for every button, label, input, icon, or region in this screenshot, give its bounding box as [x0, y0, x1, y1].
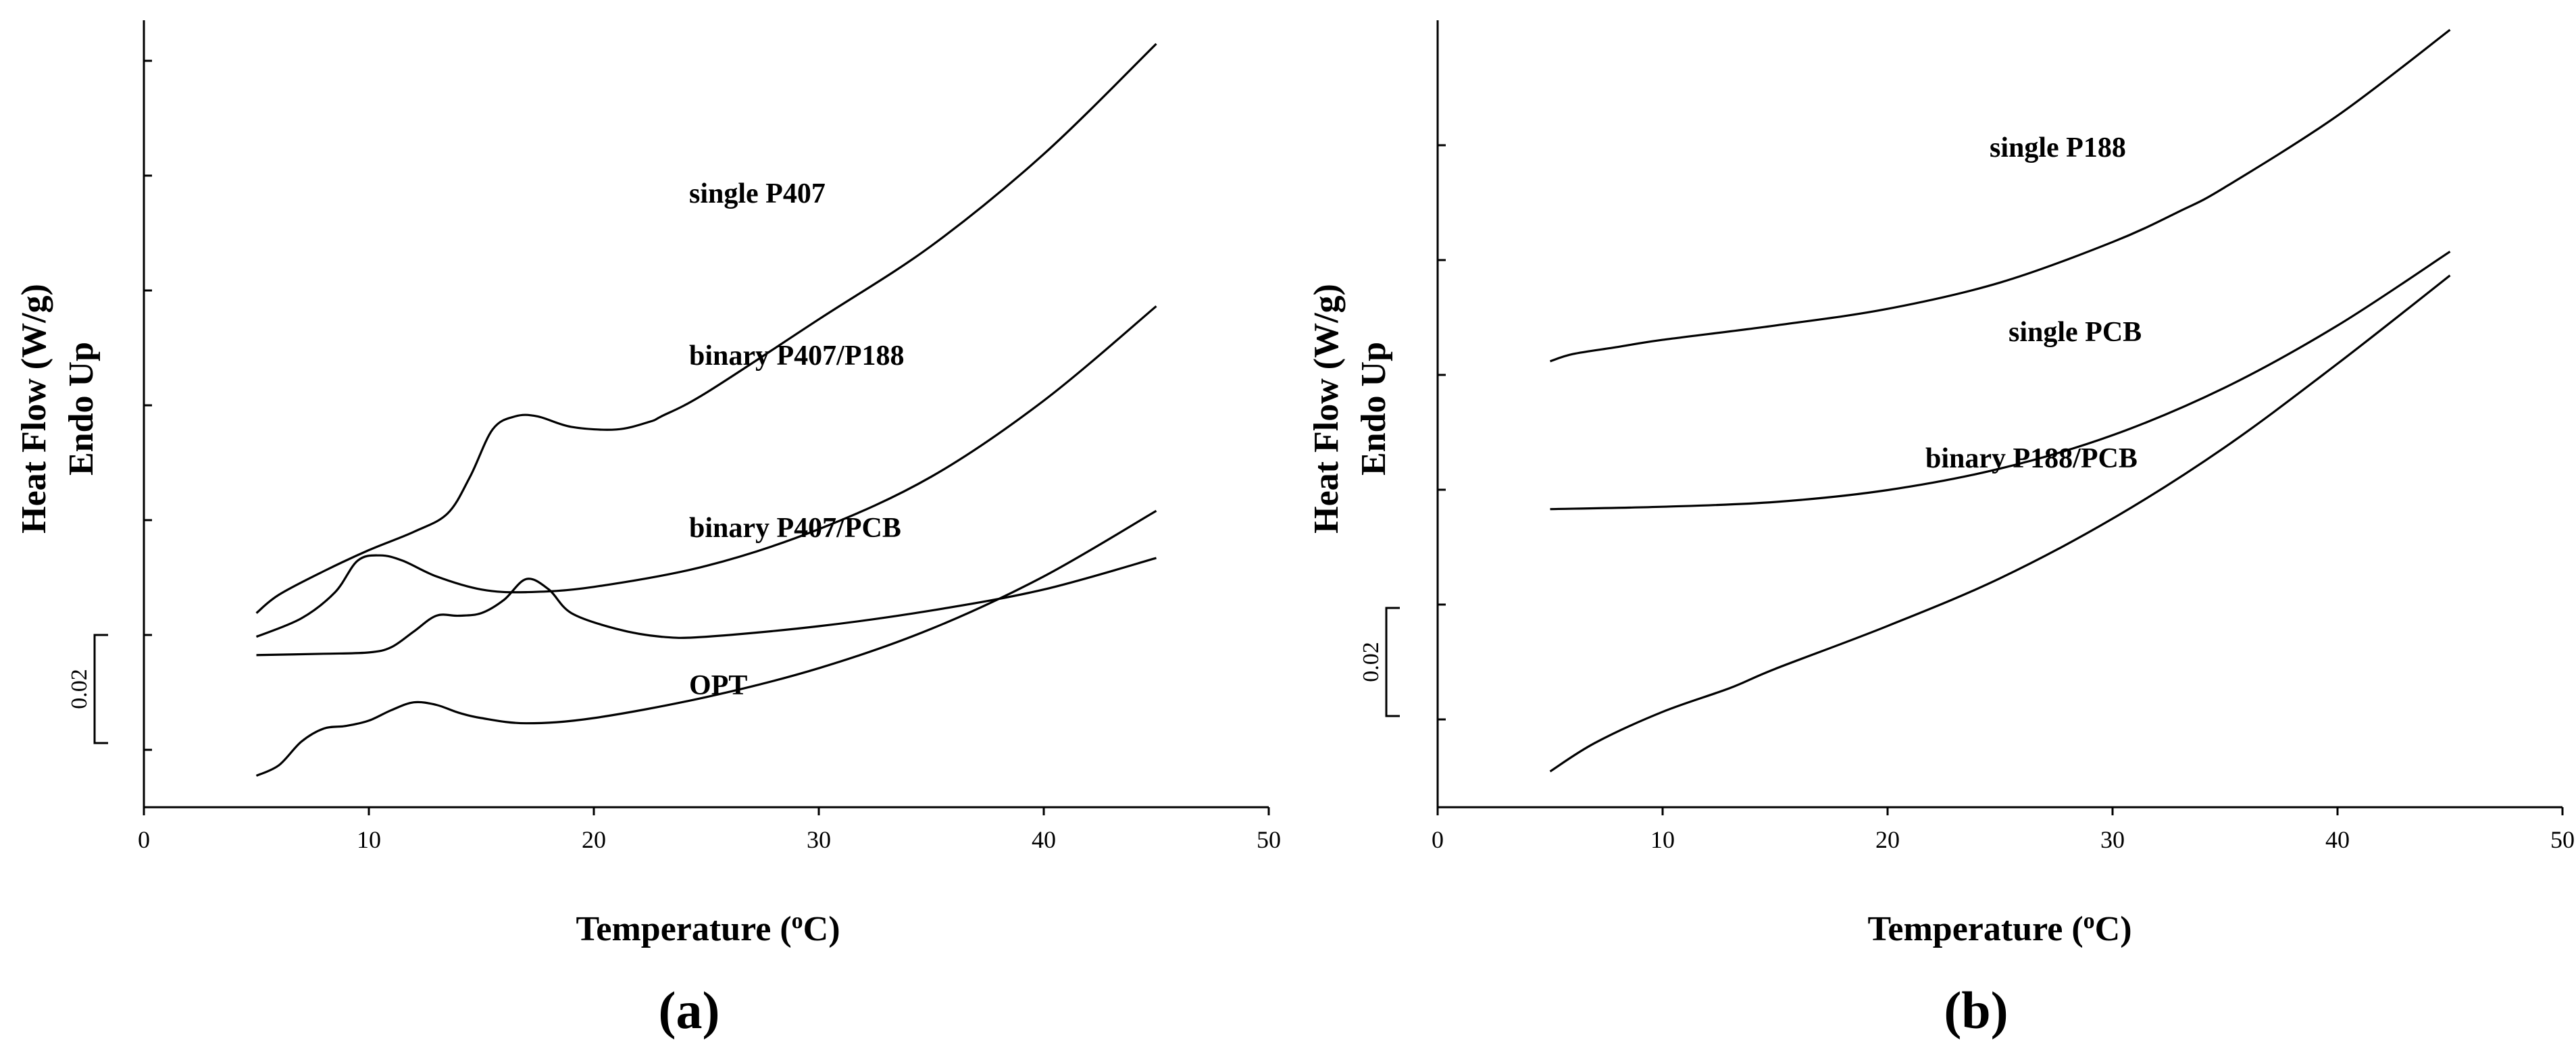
x-tick-label: 50 [2550, 826, 2575, 853]
panel-b-axes [1436, 20, 2562, 809]
panel-b-y-axis-title-line2: Endo Up [1355, 342, 1393, 476]
x-tick-label: 30 [807, 826, 831, 853]
panel-a-scale-bar [93, 634, 108, 744]
x-tick-label: 0 [1432, 826, 1444, 853]
series-label-binary-p407-pcb: binary P407/PCB [689, 513, 901, 544]
panel-b-scale-bar-label: 0.02 [1359, 642, 1384, 682]
x-tick-label: 10 [357, 826, 381, 853]
x-tick-label: 20 [582, 826, 606, 853]
series-line-single-p188 [1550, 28, 2451, 363]
series-label-single-p407: single P407 [689, 178, 826, 209]
x-tick-label: 10 [1650, 826, 1675, 853]
panel-a-x-axis-title: Temperature (oC) [576, 909, 840, 949]
panel-b-label: (b) [1944, 981, 2008, 1040]
series-line-single-pcb [1550, 251, 2451, 511]
series-label-single-pcb: single PCB [2009, 317, 2142, 348]
panel-b-curves [1549, 28, 2451, 773]
panel-a-x-ticks: 0 10 20 30 40 50 [138, 807, 1281, 853]
panel-a-scale-bar-label: 0.02 [67, 669, 92, 709]
series-line-single-p407 [255, 43, 1157, 614]
panel-b-y-ticks [1438, 144, 1446, 721]
panel-a-y-axis-title-line2: Endo Up [62, 342, 101, 476]
x-tick-label: 50 [1257, 826, 1281, 853]
panel-b: 0 10 20 30 40 50 0.02 Heat Flow (W/g) Endo Up… [1307, 20, 2575, 1040]
panel-b-x-axis-title: Temperature (oC) [1867, 909, 2131, 949]
panel-a: 0 10 20 30 40 50 0.02 Heat Flow (W/g) Endo Up… [15, 20, 1281, 1040]
panel-a-curves [255, 43, 1157, 777]
series-label-binary-p188-pcb: binary P188/PCB [1925, 443, 2138, 474]
panel-a-label: (a) [659, 981, 720, 1040]
series-line-binary-p188-pcb [1549, 274, 2451, 773]
x-tick-label: 40 [2325, 826, 2350, 853]
x-tick-label: 0 [138, 826, 150, 853]
panel-a-axes [143, 20, 1269, 809]
panel-b-scale-bar [1385, 607, 1400, 717]
series-line-opt [255, 509, 1157, 777]
x-tick-label: 30 [2100, 826, 2125, 853]
x-tick-label: 20 [1875, 826, 1900, 853]
series-line-binary-p407-p188 [255, 305, 1157, 638]
series-line-binary-p407-pcb [256, 557, 1157, 657]
panel-a-y-axis-title-line1: Heat Flow (W/g) [15, 284, 53, 534]
series-label-binary-p407-p188: binary P407/P188 [689, 340, 905, 372]
x-tick-label: 40 [1032, 826, 1056, 853]
panel-b-x-ticks: 0 10 20 30 40 50 [1432, 807, 2575, 853]
panel-a-y-ticks [144, 59, 152, 751]
series-label-single-p188: single P188 [1990, 132, 2126, 163]
panel-b-y-axis-title-line1: Heat Flow (W/g) [1307, 284, 1346, 534]
series-label-opt: OPT [689, 670, 747, 701]
